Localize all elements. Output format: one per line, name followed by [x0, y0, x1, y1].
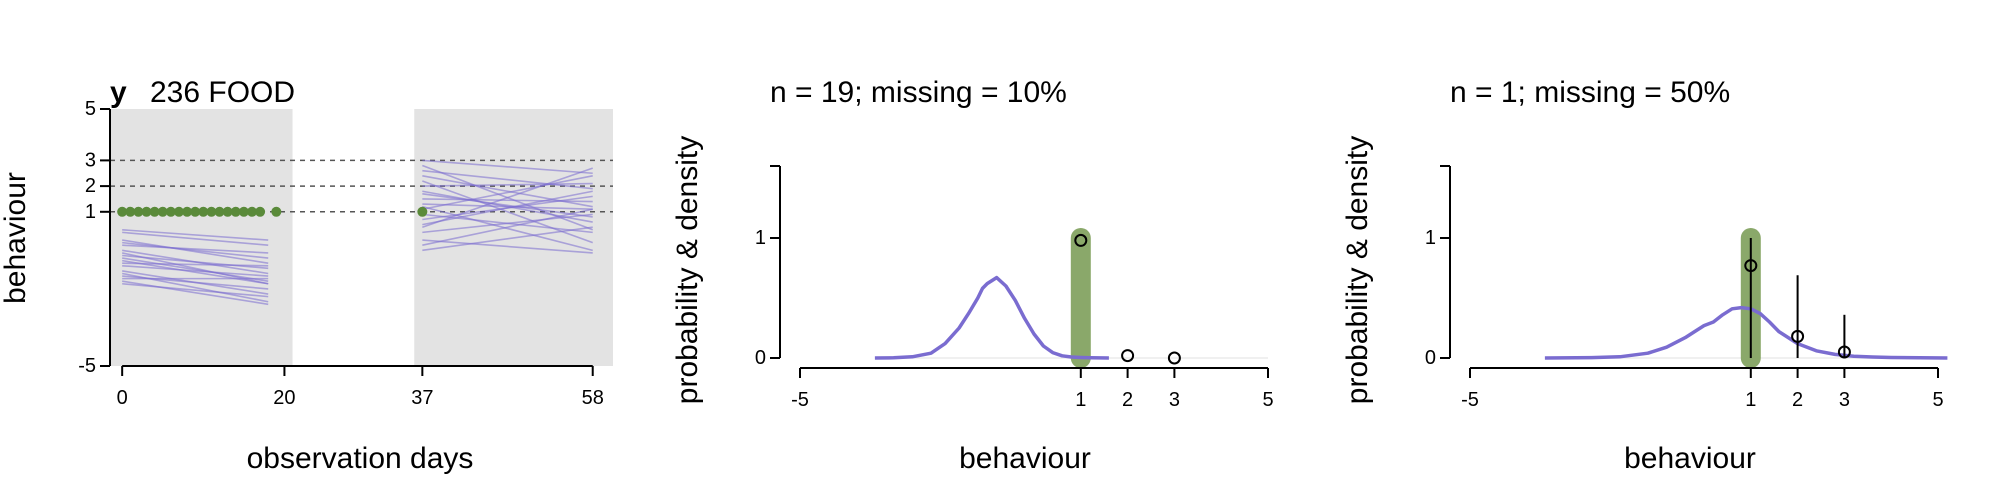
- probability-point: [1791, 329, 1805, 343]
- predicted-line-s2-12: [422, 175, 593, 211]
- probability-point: [1837, 345, 1851, 359]
- predicted-line-s1-17: [122, 257, 269, 282]
- y-tick-label: 5: [85, 98, 96, 120]
- predicted-line-s2-6: [422, 205, 593, 252]
- panel-2-plot: [874, 228, 1268, 368]
- panel-3-ylabel: probability & density: [1341, 136, 1374, 404]
- predicted-line-s1-12: [122, 262, 269, 267]
- observed-point: [190, 206, 201, 217]
- predicted-line-s1-13: [122, 282, 269, 298]
- y-tick-label: 0: [755, 347, 766, 369]
- predicted-line-s2-15: [422, 195, 593, 221]
- probability-point: [1121, 349, 1135, 363]
- predicted-line-s1-6: [122, 241, 269, 259]
- observed-point: [214, 206, 225, 217]
- y-tick-label: -5: [78, 355, 96, 377]
- predicted-line-s2-10: [422, 213, 593, 234]
- panel-3-plot: [1544, 228, 1948, 368]
- observed-point: [198, 206, 209, 217]
- observed-point: [125, 206, 136, 217]
- panel-3-title: n = 1; missing = 50%: [1450, 76, 1730, 109]
- observed-point: [117, 206, 128, 217]
- shaded-region-1: [110, 109, 293, 366]
- x-tick-label: -5: [791, 389, 809, 411]
- predicted-line-s2-5: [422, 208, 593, 246]
- predicted-line-s2-7: [422, 182, 593, 187]
- predicted-line-s2-8: [422, 198, 593, 203]
- x-tick-label: 1: [1075, 389, 1086, 411]
- y-tick-label: 3: [85, 149, 96, 171]
- predicted-line-s1-11: [122, 244, 269, 254]
- observed-point: [255, 206, 266, 217]
- predicted-line-s2-20: [422, 167, 593, 228]
- predicted-line-s2-14: [422, 193, 593, 218]
- observed-point: [133, 206, 144, 217]
- observed-point: [182, 206, 193, 217]
- panel-1: -5 1 2 3 5 0 20 37 58 y 236 FOOD observation day…: [0, 76, 613, 475]
- x-tick-label: 5: [1262, 389, 1273, 411]
- predicted-line-s2-17: [422, 203, 593, 211]
- probability-point: [1744, 259, 1758, 273]
- observed-point: [417, 206, 428, 217]
- predicted-line-s1-5: [122, 280, 269, 306]
- density-curve: [1544, 305, 1948, 360]
- predicted-line-s1-8: [122, 264, 269, 277]
- panel-1-xlabel: observation days: [247, 442, 474, 475]
- x-tick-label: 3: [1169, 389, 1180, 411]
- x-tick-label: 1: [1745, 389, 1756, 411]
- observed-point: [165, 206, 176, 217]
- predicted-line-s1-10: [122, 228, 269, 241]
- panel-1-observed-points: [117, 206, 428, 217]
- x-tick-label: 2: [1792, 389, 1803, 411]
- observed-point: [271, 206, 282, 217]
- predicted-line-s2-18: [422, 239, 593, 254]
- panel-3-axes: -5 1 2 3 5 0 1: [1425, 165, 1944, 411]
- panel-1-ylabel: behaviour: [0, 172, 32, 304]
- panel-2: -5 1 2 3 5 0 1 n = 19; missing = 10% behaviour…: [671, 76, 1274, 475]
- panel-1-label: y: [110, 76, 127, 109]
- x-tick-label: 0: [117, 387, 128, 409]
- probability-point: [1074, 233, 1088, 247]
- panel-2-title: n = 19; missing = 10%: [770, 76, 1067, 109]
- observed-point: [222, 206, 233, 217]
- predicted-line-s1-1: [122, 231, 269, 247]
- observed-point: [230, 206, 241, 217]
- predicted-line-s2-13: [422, 226, 593, 252]
- y-tick-label: 1: [1425, 227, 1436, 249]
- y-tick-label: 2: [85, 175, 96, 197]
- x-tick-label: 20: [273, 387, 295, 409]
- panel-2-ylabel: probability & density: [671, 136, 704, 404]
- x-tick-label: 2: [1122, 389, 1133, 411]
- density-curve: [874, 275, 1109, 360]
- y-tick-label: 1: [755, 227, 766, 249]
- predicted-line-s1-16: [122, 239, 269, 264]
- predicted-line-s2-11: [422, 169, 593, 190]
- x-tick-label: 37: [411, 387, 433, 409]
- x-tick-label: 5: [1932, 389, 1943, 411]
- panel-1-axes: -5 1 2 3 5 0 20 37 58: [78, 98, 604, 409]
- y-tick-label: 0: [1425, 347, 1436, 369]
- observed-point: [246, 206, 257, 217]
- probability-point: [1167, 351, 1181, 365]
- predicted-line-s1-3: [122, 259, 269, 285]
- predicted-line-s2-16: [422, 180, 593, 244]
- panel-1-title: 236 FOOD: [150, 76, 295, 109]
- panel-3: -5 1 2 3 501 n = 1; missing = 50% behaviour …: [1341, 76, 1948, 475]
- y-tick-label: 1: [85, 201, 96, 223]
- observed-point: [141, 206, 152, 217]
- x-tick-label: -5: [1461, 389, 1479, 411]
- observed-point: [206, 206, 217, 217]
- observed-point: [238, 206, 249, 217]
- panel-1-predicted-lines: [122, 159, 594, 306]
- observed-point: [157, 206, 168, 217]
- x-tick-label: 3: [1839, 389, 1850, 411]
- panel-3-xlabel: behaviour: [1624, 442, 1756, 475]
- panel-2-xlabel: behaviour: [959, 442, 1091, 475]
- observed-point: [173, 206, 184, 217]
- panel-2-axes: -5 1 2 3 5 0 1: [755, 165, 1274, 411]
- observed-point: [149, 206, 160, 217]
- predicted-line-s2-1: [422, 159, 593, 175]
- x-tick-label: 58: [582, 387, 604, 409]
